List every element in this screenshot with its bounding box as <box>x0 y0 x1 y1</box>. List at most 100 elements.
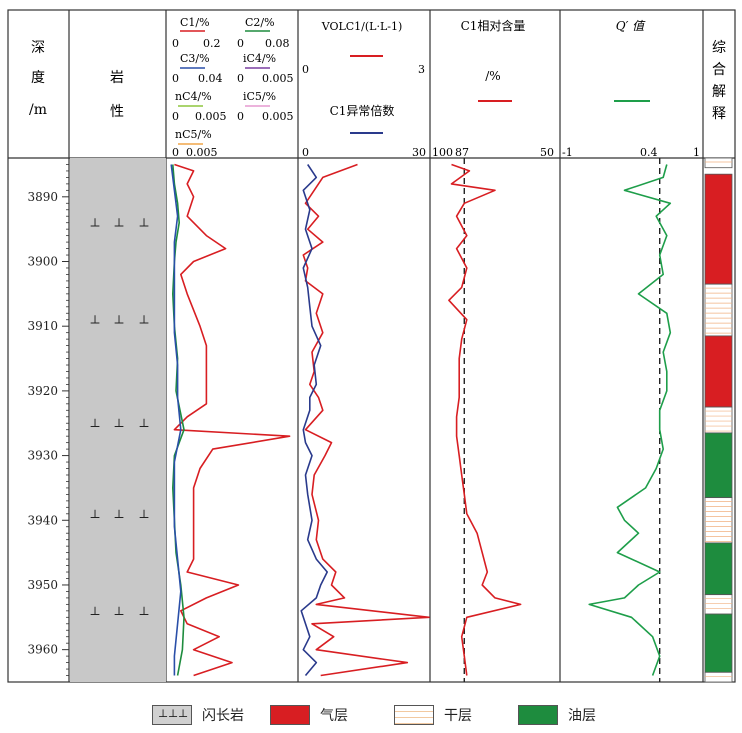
oil-swatch <box>518 705 558 725</box>
legend-label: 油层 <box>568 708 596 724</box>
diorite-symbol: ⊥ <box>113 507 124 521</box>
interp-header-4: 释 <box>712 106 726 122</box>
lithology-fill <box>70 158 166 682</box>
diorite-symbol: ⊥ <box>113 604 124 618</box>
diorite-symbol: ⊥ <box>138 507 149 521</box>
interpretation-dry <box>704 283 733 337</box>
depth-tick-label: 3910 <box>27 319 58 333</box>
c1-relative-scale-left: 100 <box>432 146 453 159</box>
series-c1-line <box>173 163 291 677</box>
depth-tick-label: 3920 <box>27 384 58 398</box>
legend-item-oil: 油层 <box>518 702 596 728</box>
diorite-symbol: ⊥ <box>89 507 100 521</box>
well-log-chart: 深 度 /m 岩 性 C1/% 0 0.2 C2/% 0 0.08 C3/% 0… <box>7 9 736 683</box>
c1-max: 0.2 <box>203 37 221 50</box>
interpretation-header: 综 合 解 释 <box>712 40 726 122</box>
nc5-label: nC5/% <box>175 128 212 141</box>
depth-header: 深 度 /m <box>29 40 47 118</box>
q-value-scale-mid: 0.4 <box>640 146 658 159</box>
gas-swatch <box>270 705 310 725</box>
series-c1-relative-line <box>448 163 522 676</box>
vol-label: VOLC1/(L·L-1) <box>321 20 403 33</box>
chart-frame <box>7 9 736 683</box>
nc4-label: nC4/% <box>175 90 212 103</box>
series-c3-line <box>170 164 182 676</box>
q-value-scale-left: -1 <box>562 146 573 159</box>
depth-header-1: 深 <box>31 40 45 56</box>
legend-item-gas: 气层 <box>270 702 348 728</box>
diorite-symbol: ⊥ <box>138 416 149 430</box>
series-volc1-line <box>302 163 430 677</box>
ic4-label: iC4/% <box>243 52 276 65</box>
c1-relative-scale-right: 50 <box>540 146 554 159</box>
q-value-header: Q′ 值 -1 0.4 1 <box>562 19 700 159</box>
c2-max: 0.08 <box>265 37 290 50</box>
legend: ⊥ ⊥ ⊥ 闪长岩 气层 干层 油层 <box>0 702 742 728</box>
legend-label: 干层 <box>444 708 472 724</box>
ic5-min: 0 <box>237 110 244 123</box>
interpretation-gas <box>704 173 733 285</box>
depth-tick-label: 3950 <box>27 578 58 592</box>
c1-label: C1/% <box>180 16 210 29</box>
interpretation-dry <box>704 594 733 615</box>
c3-min: 0 <box>172 72 179 85</box>
diorite-symbol: ⊥ <box>89 313 100 327</box>
c1-min: 0 <box>172 37 179 50</box>
interp-header-1: 综 <box>712 40 726 56</box>
ratio-min: 0 <box>302 146 309 159</box>
depth-header-2: 度 <box>31 70 45 86</box>
c1-relative-unit: /% <box>485 69 500 83</box>
diorite-symbol: ⊥ <box>89 216 100 230</box>
diorite-symbol: ⊥ <box>89 416 100 430</box>
lith-header-2: 性 <box>110 104 124 120</box>
diorite-symbol: ⊥ <box>138 604 149 618</box>
nc4-min: 0 <box>172 110 179 123</box>
gas-component-header: C1/% 0 0.2 C2/% 0 0.08 C3/% 0 0.04 iC4/%… <box>172 16 294 159</box>
series-q-value-line <box>588 164 672 676</box>
interpretation-oil <box>704 613 733 673</box>
diorite-symbol: ⊥ <box>113 416 124 430</box>
interpretation-dry <box>704 497 733 544</box>
interp-header-3: 解 <box>712 84 726 100</box>
lith-header-1: 岩 <box>110 70 124 86</box>
c1-relative-scale-mid: 87 <box>455 146 469 159</box>
legend-label: 气层 <box>320 708 348 724</box>
c1-relative-label: C1相对含量 <box>461 18 526 33</box>
depth-tick-label: 3890 <box>27 190 58 204</box>
legend-item-diorite: ⊥ ⊥ ⊥ 闪长岩 <box>152 702 244 728</box>
depth-header-3: /m <box>29 102 47 118</box>
dry-swatch <box>394 705 434 725</box>
interpretation-dry <box>704 157 733 169</box>
diorite-symbol: ⊥ <box>89 604 100 618</box>
c3-label: C3/% <box>180 52 210 65</box>
q-value-scale-right: 1 <box>693 146 700 159</box>
vol-header: VOLC1/(L·L-1) 0 3 C1异常倍数 0 30 <box>302 20 426 159</box>
q-value-label: Q′ 值 <box>616 19 646 33</box>
c1-relative-header: C1相对含量 /% 100 87 50 <box>432 18 554 159</box>
c2-min: 0 <box>237 37 244 50</box>
vol-max: 3 <box>418 63 425 76</box>
depth-tick-label: 3940 <box>27 513 58 527</box>
track3-bottom-scale: 0 0.005 <box>172 146 217 159</box>
lithology-header: 岩 性 <box>110 70 124 120</box>
interpretation-dry <box>704 671 733 683</box>
interpretation-oil <box>704 542 733 596</box>
legend-item-dry: 干层 <box>394 702 472 728</box>
ic4-max: 0.005 <box>262 72 294 85</box>
legend-label: 闪长岩 <box>202 708 244 724</box>
nc4-max: 0.005 <box>195 110 227 123</box>
interpretation-oil <box>704 432 733 499</box>
ratio-label: C1异常倍数 <box>330 103 395 118</box>
series-c1-ratio-line <box>300 164 329 677</box>
diorite-symbol: ⊥ <box>113 313 124 327</box>
ic5-max: 0.005 <box>262 110 294 123</box>
diorite-swatch: ⊥ ⊥ ⊥ <box>152 705 192 725</box>
ic5-label: iC5/% <box>243 90 276 103</box>
depth-tick-label: 3900 <box>27 255 58 269</box>
ratio-max: 30 <box>412 146 426 159</box>
diorite-symbol: ⊥ <box>113 216 124 230</box>
interpretation-gas <box>704 335 733 408</box>
c3-max: 0.04 <box>198 72 223 85</box>
ic4-min: 0 <box>237 72 244 85</box>
interp-header-2: 合 <box>712 62 726 78</box>
